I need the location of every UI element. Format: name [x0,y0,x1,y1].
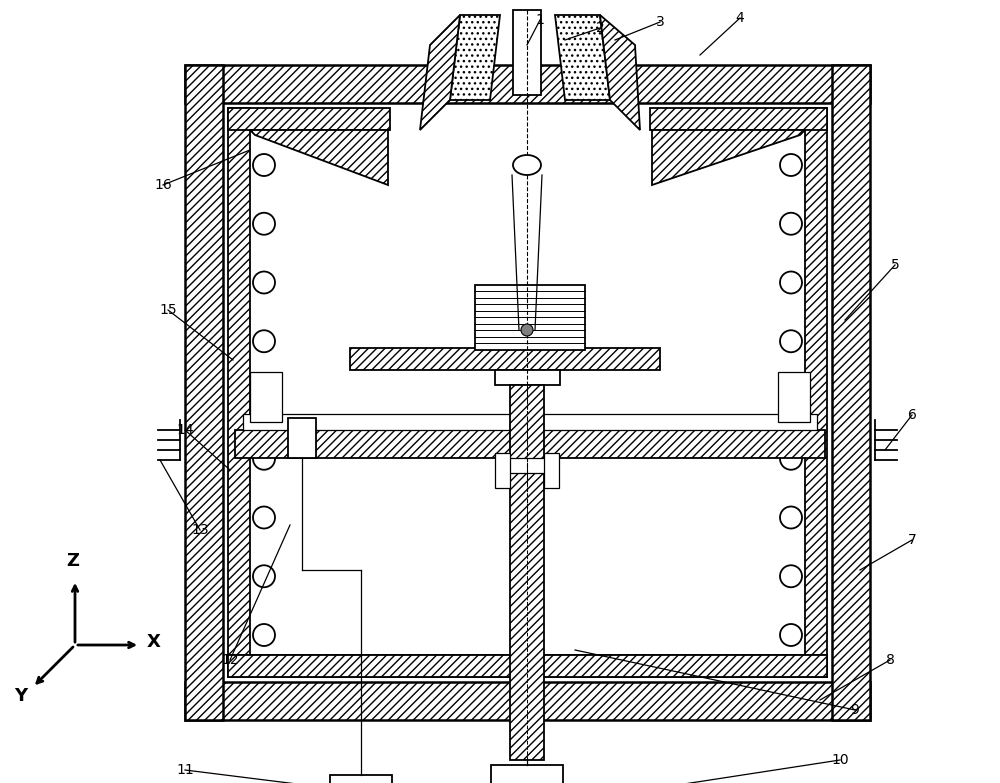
Circle shape [253,448,275,470]
Circle shape [780,448,802,470]
Circle shape [253,507,275,529]
Bar [185,65,223,720]
Circle shape [253,154,275,176]
Ellipse shape [513,155,541,175]
Bar [650,108,827,130]
Text: 8: 8 [886,653,894,667]
Text: Y: Y [14,687,27,705]
Circle shape [521,324,533,336]
Bar [495,370,560,385]
Text: 9: 9 [851,703,859,717]
Text: 11: 11 [176,763,194,777]
Bar [228,655,827,677]
Bar [243,414,817,430]
Polygon shape [600,15,640,130]
Text: 1: 1 [536,13,544,27]
Text: 14: 14 [176,423,194,437]
Text: 6: 6 [908,408,916,422]
Circle shape [780,154,802,176]
Text: X: X [147,633,161,651]
Bar [330,775,392,783]
Bar [544,453,559,488]
Text: 7: 7 [908,533,916,547]
Polygon shape [555,15,610,100]
Bar [185,65,870,103]
Circle shape [253,213,275,235]
Circle shape [780,624,802,646]
Polygon shape [450,15,500,100]
Bar [228,108,250,677]
Text: Z: Z [67,552,79,570]
Bar [495,453,510,488]
Bar [513,10,541,95]
Circle shape [780,565,802,587]
Text: 4: 4 [736,11,744,25]
Text: 13: 13 [191,523,209,537]
Bar [500,458,555,473]
Circle shape [253,272,275,294]
Bar [475,285,585,350]
Polygon shape [250,130,388,185]
Circle shape [780,213,802,235]
Circle shape [780,272,802,294]
Circle shape [253,624,275,646]
Bar [805,108,827,677]
Bar [510,385,544,760]
Text: 12: 12 [221,653,239,667]
Text: 2: 2 [596,21,604,35]
Text: 3: 3 [656,15,664,29]
Text: 10: 10 [831,753,849,767]
Circle shape [253,389,275,411]
Circle shape [780,507,802,529]
Bar [228,655,827,677]
Text: 15: 15 [159,303,177,317]
Polygon shape [652,130,805,185]
Circle shape [780,330,802,352]
Circle shape [253,565,275,587]
Bar [491,765,563,783]
Bar [235,430,825,458]
Text: 5: 5 [891,258,899,272]
Bar [288,418,316,458]
Circle shape [780,389,802,411]
Bar [185,682,870,720]
Bar [778,372,810,422]
Circle shape [253,330,275,352]
Text: 16: 16 [154,178,172,192]
Bar [832,65,870,720]
Bar [228,108,390,130]
Bar [250,372,282,422]
Bar [350,348,660,370]
Polygon shape [420,15,460,130]
